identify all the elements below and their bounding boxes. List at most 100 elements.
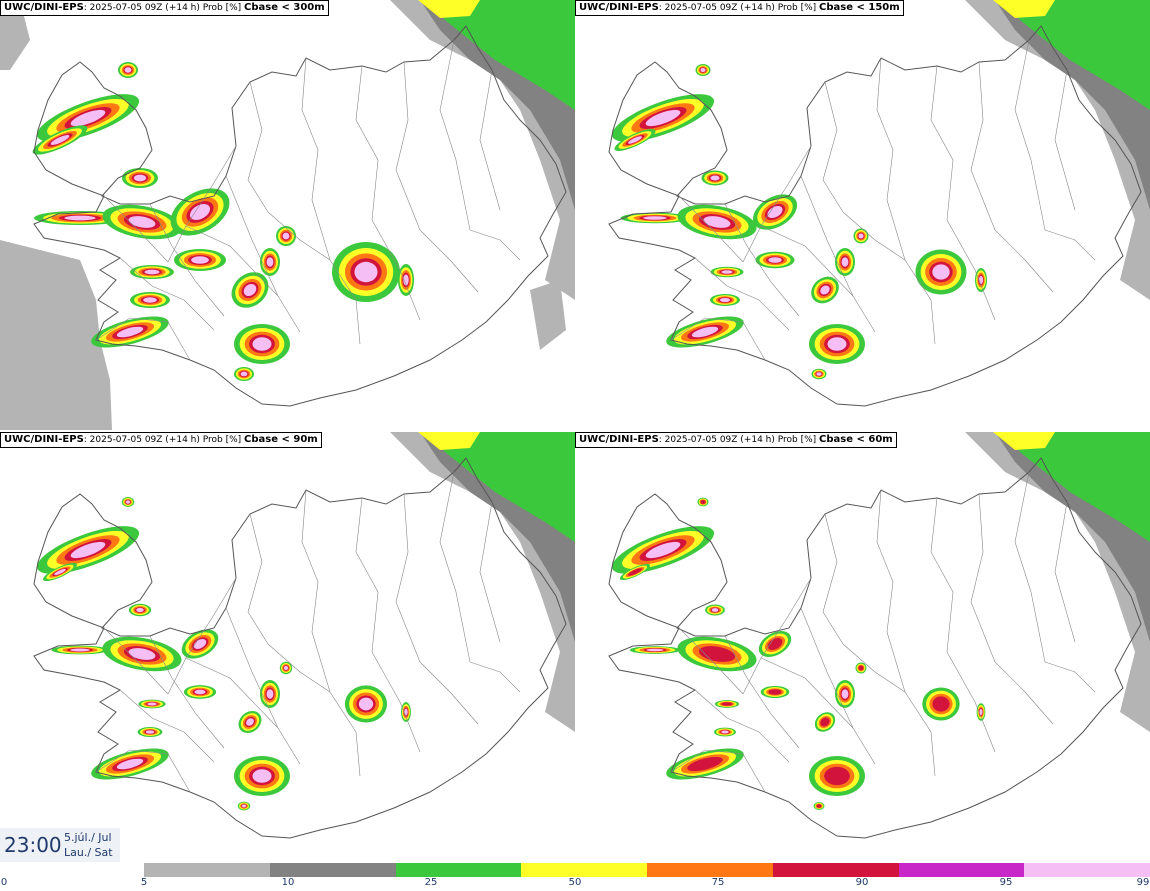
boundary-line [946,219,996,321]
boundary-line [95,749,191,793]
boundary-line [119,257,215,331]
probability-blob [70,541,106,559]
probability-blob [841,689,849,699]
boundary-line [119,689,215,763]
colorbar-tick-label: 75 [711,877,725,888]
coastline [33,457,567,839]
boundary-line [1054,501,1076,643]
probability-blob [282,232,290,240]
probability-blob [124,67,132,73]
probability-blob [820,285,830,295]
boundary-line [670,317,766,361]
colorbar-segment [772,863,899,877]
probability-colorbar [144,863,1150,877]
probability-blob [721,730,729,734]
probability-blob [816,372,822,376]
threshold-label: Cbase < 90m [244,434,318,445]
colorbar-tick-label: 90 [855,877,869,888]
valid-time-clock: 23:00 [4,833,62,857]
probability-blob [698,646,736,662]
boundary-line [225,607,301,765]
probability-blob [858,233,864,239]
model-name: UWC/DINI-EPS [579,2,659,13]
run-info: : 2025-07-05 09Z (+14 h) Prob [%] [83,435,242,445]
probability-blob [243,283,257,297]
probability-blob [827,337,847,351]
probability-blob [283,665,289,671]
probability-blob [768,689,782,695]
boundary-line [267,643,331,693]
boundary-line [225,175,301,333]
probability-blob [767,638,783,650]
probability-blob [979,709,983,715]
probability-blob [628,136,642,144]
valid-date-line2: Lau./ Sat [64,846,113,859]
probability-blob [645,109,681,127]
probability-blob [241,804,247,808]
probability-blob [703,216,731,228]
probability-blob [719,297,731,303]
model-name: UWC/DINI-EPS [4,434,84,445]
coastline [608,457,1142,839]
map-panel-cbase-90m: UWC/DINI-EPS: 2025-07-05 09Z (+14 h) Pro… [0,432,575,862]
probability-blob [358,697,374,711]
boundary-line [371,651,421,753]
probability-blob [721,270,733,274]
model-name: UWC/DINI-EPS [4,2,84,13]
colorbar-segment [521,863,648,877]
boundary-line [930,497,954,653]
probability-blob [710,175,720,181]
boundary-line [678,195,744,263]
probability-blob [932,264,950,280]
boundary-line [800,607,876,765]
colorbar-segment [395,863,522,877]
probability-blob [143,297,157,303]
boundary-line [439,471,471,663]
boundary-line [1044,229,1096,261]
probability-blob [145,730,155,734]
boundary-line [311,631,361,777]
probability-blob [191,256,209,264]
boundary-line [970,493,996,663]
boundary-line [822,513,844,645]
boundary-line [149,203,225,317]
boundary-line [994,661,1054,725]
probability-blob [136,607,144,613]
colorbar-tick-label: 5 [140,877,148,888]
run-info: : 2025-07-05 09Z (+14 h) Prob [%] [658,435,817,445]
probability-blob [628,568,642,576]
boundary-line [994,229,1054,293]
boundary-line [301,57,319,201]
boundary-line [886,631,936,777]
probability-blob [147,702,157,706]
panel-title: UWC/DINI-EPS: 2025-07-05 09Z (+14 h) Pro… [0,432,322,448]
boundary-line [439,39,471,231]
probability-blob [824,766,850,786]
boundary-line [247,513,269,645]
map-panel-cbase-60m: UWC/DINI-EPS: 2025-07-05 09Z (+14 h) Pro… [575,432,1150,862]
probability-blob [240,371,248,377]
probability-blob [691,326,719,338]
sea-low-cloud-west [0,240,112,430]
colorbar-tick-label: 25 [424,877,438,888]
probability-blob [128,648,156,660]
boundary-line [800,175,876,333]
colorbar-segment [898,863,1025,877]
run-info: : 2025-07-05 09Z (+14 h) Prob [%] [658,3,817,13]
panel-title: UWC/DINI-EPS: 2025-07-05 09Z (+14 h) Pro… [0,0,329,16]
colorbar-tick-label: 99 [1136,877,1150,888]
boundary-line [886,199,936,345]
sea-low-cloud-yellow [418,432,480,450]
panel-title: UWC/DINI-EPS: 2025-07-05 09Z (+14 h) Pro… [575,0,904,16]
boundary-line [167,145,237,263]
boundary-line [479,501,501,643]
valid-date-line1: 5.júl./ Jul [64,831,112,844]
boundary-line [1014,39,1046,231]
boundary-line [1054,69,1076,211]
probability-blob [144,269,160,275]
sea-low-cloud-yellow [418,0,480,18]
probability-blob [50,135,70,145]
probability-map [608,0,1150,407]
boundary-line [355,65,379,221]
boundary-line [760,657,854,729]
